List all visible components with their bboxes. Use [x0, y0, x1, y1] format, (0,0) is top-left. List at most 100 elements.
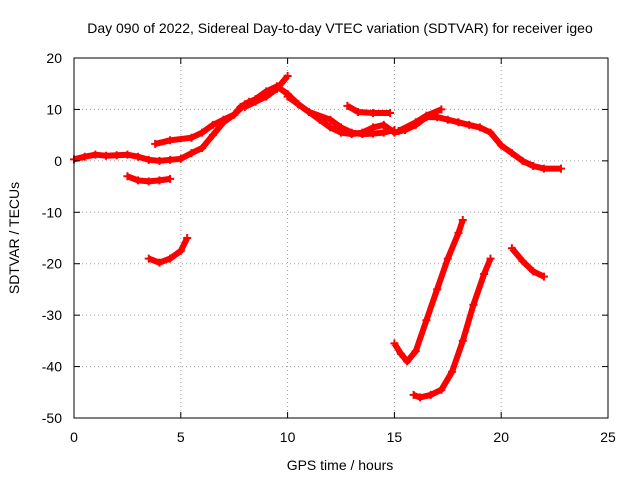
- series-track-1: [73, 83, 561, 172]
- data-point: [465, 120, 474, 129]
- data-point: [80, 152, 89, 161]
- data-point: [166, 136, 175, 145]
- chart-title: Day 090 of 2022, Sidereal Day-to-day VTE…: [87, 20, 593, 36]
- data-point: [134, 176, 143, 185]
- data-point: [518, 156, 527, 165]
- data-point: [539, 164, 548, 173]
- data-point: [390, 339, 399, 348]
- series-layer: [70, 72, 566, 402]
- data-point: [272, 84, 281, 93]
- data-point: [454, 118, 463, 127]
- data-point: [326, 123, 335, 132]
- y-tick-label: -30: [42, 307, 62, 323]
- data-point: [155, 176, 164, 185]
- data-point: [144, 155, 153, 164]
- y-tick-label: -20: [42, 256, 62, 272]
- data-point: [144, 254, 153, 263]
- x-tick-label: 25: [600, 429, 616, 445]
- data-point: [369, 109, 378, 118]
- data-point: [403, 357, 412, 366]
- tick-labels: 0 5 10 15 20 25 20 10 0 -10 -20 -30 -40 -50: [42, 50, 616, 445]
- data-point: [409, 390, 418, 399]
- data-point: [176, 246, 185, 255]
- series-track-11: [509, 246, 546, 280]
- data-point: [422, 316, 431, 325]
- data-point: [379, 120, 388, 129]
- grid: [74, 58, 608, 418]
- data-point: [411, 347, 420, 356]
- data-point: [458, 216, 467, 224]
- data-point: [475, 123, 484, 132]
- series-track-9: [391, 219, 466, 365]
- y-tick-label: 0: [54, 153, 62, 169]
- data-point: [369, 129, 378, 138]
- data-point: [123, 172, 132, 181]
- series-track-4: [285, 94, 396, 138]
- data-point: [396, 349, 405, 358]
- data-point: [198, 144, 207, 152]
- data-point: [557, 164, 566, 173]
- ticks: [73, 57, 609, 419]
- data-point: [262, 92, 271, 101]
- data-point: [144, 177, 153, 186]
- data-point: [166, 155, 175, 164]
- data-point: [208, 131, 217, 140]
- data-point: [198, 128, 207, 137]
- data-point: [187, 149, 196, 158]
- data-point: [529, 162, 538, 170]
- data-point: [486, 254, 495, 263]
- data-point: [304, 108, 313, 116]
- data-point: [134, 152, 143, 161]
- data-point: [443, 254, 452, 263]
- data-point: [112, 151, 121, 160]
- data-point: [454, 228, 463, 237]
- y-tick-label: 20: [46, 50, 62, 66]
- y-tick-label: -50: [42, 410, 62, 426]
- data-point: [91, 150, 100, 159]
- x-tick-label: 5: [177, 429, 185, 445]
- data-point: [497, 141, 506, 150]
- series-track-5: [345, 103, 391, 116]
- data-point: [426, 390, 435, 399]
- data-point: [294, 100, 303, 109]
- data-point: [343, 101, 352, 110]
- data-point: [486, 128, 495, 137]
- data-point: [507, 149, 516, 158]
- plot-frame: [73, 57, 609, 419]
- x-tick-label: 15: [387, 429, 403, 445]
- data-point: [379, 128, 388, 137]
- x-tick-label: 20: [493, 429, 509, 445]
- data-point: [480, 270, 489, 278]
- data-point: [283, 92, 292, 101]
- data-point: [166, 254, 175, 263]
- data-point: [166, 174, 175, 183]
- data-point: [358, 130, 367, 139]
- data-point: [448, 367, 457, 376]
- data-point: [219, 115, 228, 124]
- data-point: [176, 154, 185, 163]
- x-tick-label: 0: [70, 429, 78, 445]
- y-axis-title: SDTVAR / TECUs: [6, 182, 22, 294]
- data-point: [539, 272, 548, 281]
- series-track-6: [397, 106, 443, 134]
- data-point: [529, 267, 538, 276]
- data-point: [155, 258, 164, 267]
- data-point: [337, 123, 345, 132]
- data-point: [151, 139, 160, 148]
- data-point: [390, 126, 399, 134]
- data-point: [347, 128, 356, 137]
- data-point: [251, 97, 260, 106]
- data-point: [458, 336, 467, 345]
- y-tick-label: -10: [42, 204, 62, 220]
- x-tick-label: 10: [280, 429, 296, 445]
- data-point: [102, 151, 111, 160]
- data-point: [183, 234, 192, 242]
- data-point: [283, 72, 292, 80]
- data-point: [416, 393, 425, 402]
- data-point: [443, 115, 452, 124]
- x-axis-title: GPS time / hours: [287, 457, 394, 473]
- y-tick-label: -40: [42, 359, 62, 375]
- data-point: [155, 156, 164, 165]
- data-point: [469, 300, 478, 309]
